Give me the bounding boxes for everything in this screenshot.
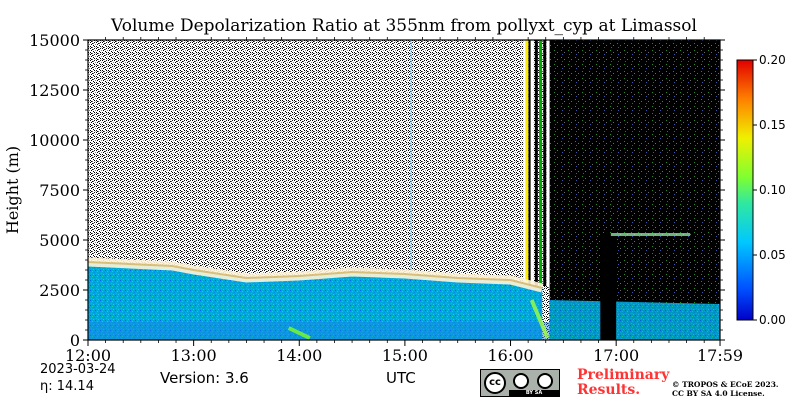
colorbar-tick-label: 0.00 [759,313,786,327]
boundary-layer [88,262,543,340]
signal-streak [528,40,532,286]
signal-gap [600,234,617,340]
by-icon [513,373,529,389]
colorbar-gradient [736,59,754,321]
license-line1: © TROPOS & ECoE 2023. [672,380,779,389]
signal-streak [543,40,547,286]
signal-streak [546,40,550,286]
aerosol-layer-edge [87,261,543,289]
y-tick-label: 15000 [29,31,80,50]
preliminary-line1: Preliminary [577,367,670,383]
preliminary-note: Preliminary Results. [577,368,669,398]
signal-streak [523,40,527,286]
x-tick-label: 14:00 [276,346,322,365]
x-tick-label: 17:00 [593,346,639,365]
colorbar: 0.00 0.05 0.10 0.15 0.20 [736,53,786,327]
signal-streak [539,40,543,286]
y-tick-label: 5000 [39,231,80,250]
colorbar-tick-label: 0.10 [759,183,786,197]
colorbar-tick-label: 0.20 [759,53,786,67]
boundary-layer-right [549,300,720,340]
colorbar-tick-label: 0.15 [759,118,786,132]
cloud-layer [610,233,691,236]
license-line2: CC BY SA 4.0 License. [672,389,765,398]
plume [287,326,311,340]
signal-streak [534,40,538,286]
version-label: Version: 3.6 [160,369,249,387]
y-axis-label: Height (m) [3,146,22,234]
x-tick-label: 12:00 [65,346,111,365]
x-tick-label: 16:00 [487,346,533,365]
cc-license-badge: cc BY SA [480,369,560,397]
x-axis-label: UTC [386,369,416,387]
signal-streak [410,40,413,280]
date-label: 2023-03-24 [40,362,116,377]
signal-streak [525,40,529,286]
plot-area [87,40,720,340]
y-tick-label: 7500 [39,181,80,200]
eta-label: η: 14.14 [40,379,94,394]
x-tick-label: 17:59 [697,346,743,365]
y-tick-label: 12500 [29,81,80,100]
cc-strip-label: BY SA [509,390,559,396]
license-note: © TROPOS & ECoE 2023. CC BY SA 4.0 Licen… [672,380,779,398]
chart-title: Volume Depolarization Ratio at 355nm fro… [111,16,697,36]
x-tick-label: 13:00 [171,346,217,365]
y-tick-label: 2500 [39,281,80,300]
x-tick-label: 15:00 [382,346,428,365]
y-tick-label: 0 [70,331,80,350]
y-tick-label: 10000 [29,131,80,150]
signal-streak [530,40,534,286]
dark-region [549,40,720,340]
colorbar-tick-label: 0.05 [759,248,786,262]
axes: 0 2500 5000 7500 10000 12500 15000 12:00 13:00 14… [3,31,743,365]
preliminary-line2: Results. [577,382,641,398]
sa-icon [537,373,553,389]
cc-icon: cc [484,372,506,394]
surface-layer [88,322,550,340]
plume [529,299,550,339]
